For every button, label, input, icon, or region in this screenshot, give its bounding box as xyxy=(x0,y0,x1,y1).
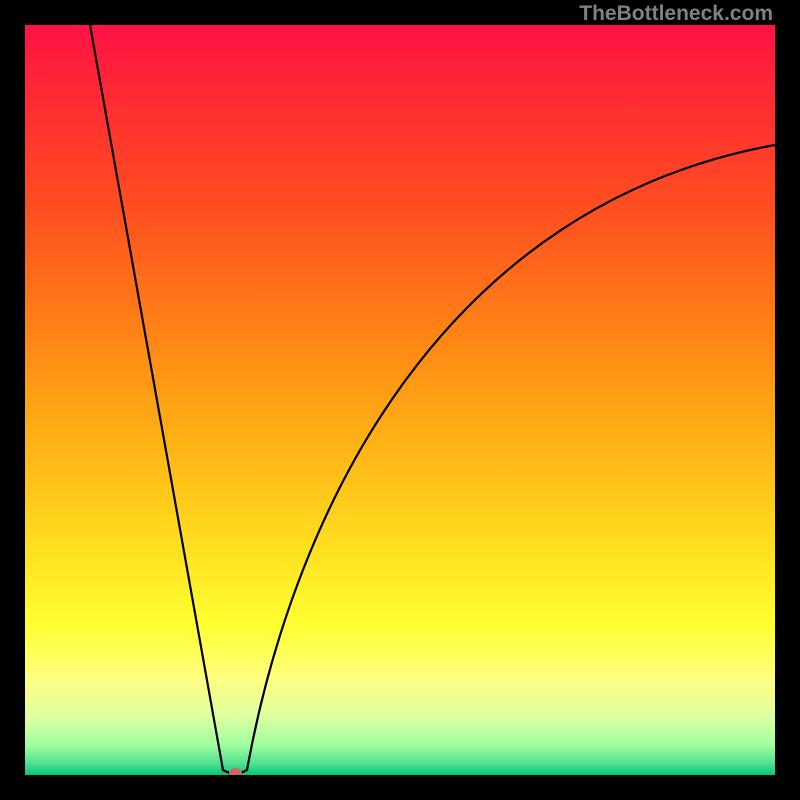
plot-area xyxy=(25,25,775,775)
watermark-text: TheBottleneck.com xyxy=(579,2,773,26)
bottleneck-marker xyxy=(229,768,242,775)
bottleneck-curve-svg xyxy=(25,25,775,775)
bottleneck-curve xyxy=(90,25,775,774)
